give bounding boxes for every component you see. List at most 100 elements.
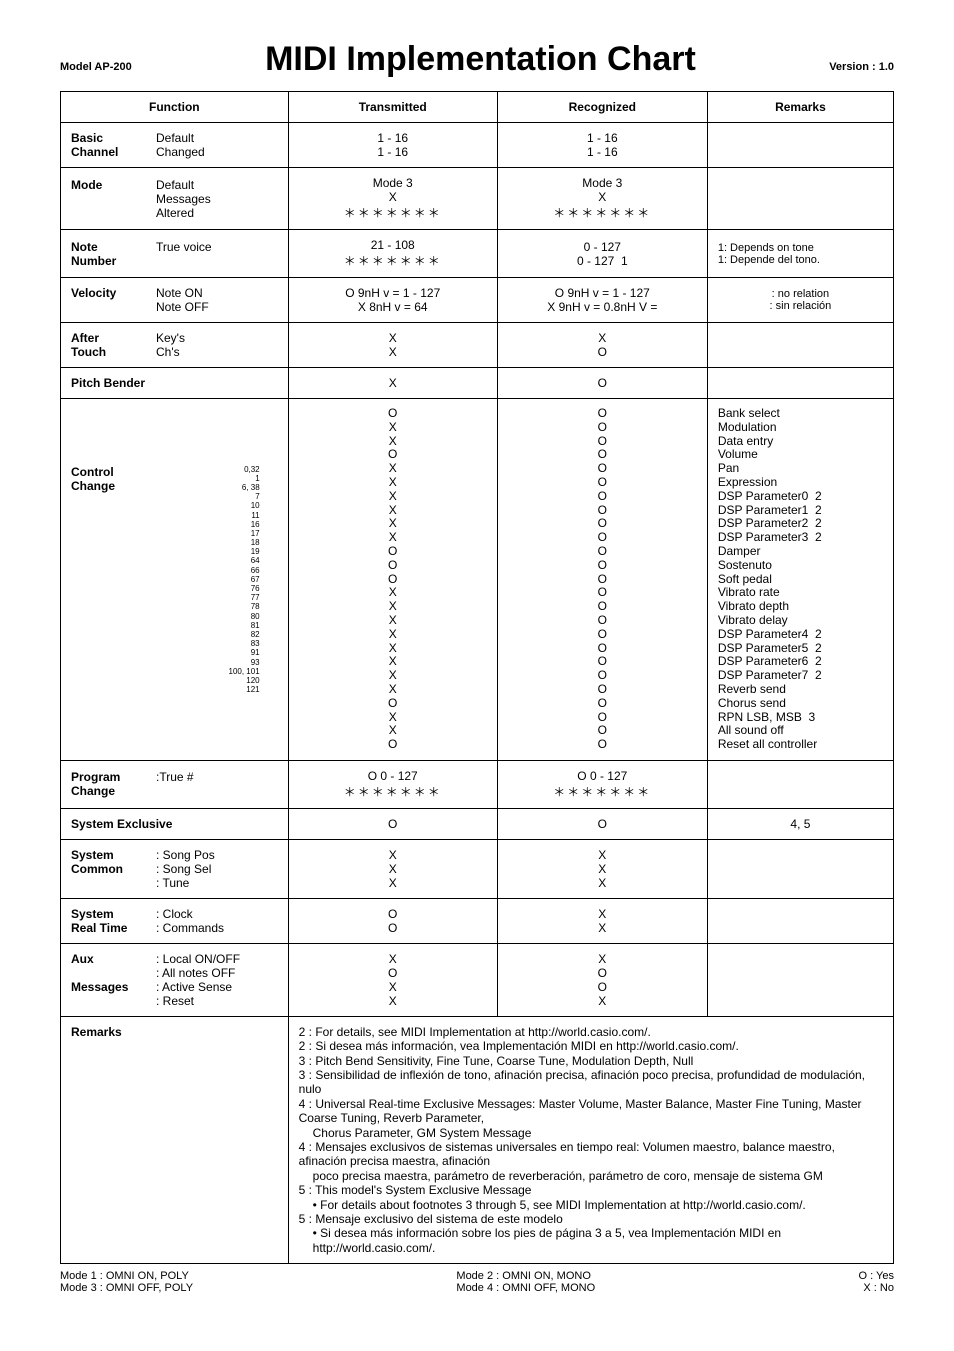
system-realtime-tx: O O (288, 898, 497, 943)
row-aux-messages: Aux Messages : Local ON/OFF : All notes … (61, 943, 894, 1016)
velocity-tx: O 9nH v = 1 - 127 X 8nH v = 64 (288, 278, 497, 323)
row-note-number: Note Number True voice 21 - 108 ＊＊＊＊＊＊＊ … (61, 230, 894, 278)
after-touch-label: After Touch (71, 331, 156, 359)
system-realtime-sub: : Clock : Commands (156, 907, 278, 935)
control-change-label: Control Change (71, 465, 156, 695)
row-mode: Mode Default Messages Altered Mode 3 X ＊… (61, 168, 894, 230)
mode1-label: Mode 1 : OMNI ON, POLY (60, 1270, 193, 1282)
legend-yes: O : Yes (859, 1270, 894, 1282)
midi-chart-table: Function Transmitted Recognized Remarks … (60, 91, 894, 1264)
footnote-line: 4 : Universal Real-time Exclusive Messag… (299, 1097, 883, 1126)
note-number-label: Note Number (71, 240, 156, 268)
sysex-remarks: 4, 5 (707, 808, 893, 839)
mode-rx-stars: ＊＊＊＊＊＊＊ (508, 204, 697, 221)
row-program-change: Program Change :True # O 0 - 127 ＊＊＊＊＊＊＊… (61, 760, 894, 808)
after-touch-remarks (707, 323, 893, 368)
note-number-tx: 21 - 108 (299, 238, 487, 252)
footnote-line: • Si desea más información sobre los pie… (299, 1226, 883, 1255)
footnote-line: 2 : Si desea más información, vea Implem… (299, 1039, 883, 1053)
sysex-label: System Exclusive (71, 817, 172, 831)
header-row: Function Transmitted Recognized Remarks (61, 92, 894, 123)
mode-remarks (707, 168, 893, 230)
velocity-label: Velocity (71, 286, 156, 314)
basic-channel-label: Basic Channel (71, 131, 156, 159)
system-realtime-rx: X X (497, 898, 707, 943)
aux-messages-remarks (707, 943, 893, 1016)
mode-sub: Default Messages Altered (156, 178, 278, 220)
row-basic-channel: Basic Channel Default Changed 1 - 16 1 -… (61, 123, 894, 168)
footnote-line: 5 : Mensaje exclusivo del sistema de est… (299, 1212, 883, 1226)
remarks-row-label: Remarks (71, 1025, 122, 1039)
program-change-rx-stars: ＊＊＊＊＊＊＊ (508, 783, 697, 800)
footnote-line: Chorus Parameter, GM System Message (299, 1126, 883, 1140)
row-control-change: Control Change 0,32 1 6, 38 7 10 11 16 1… (61, 399, 894, 761)
program-change-rx: O 0 - 127 (508, 769, 697, 783)
row-velocity: Velocity Note ON Note OFF O 9nH v = 1 - … (61, 278, 894, 323)
system-common-sub: : Song Pos : Song Sel : Tune (156, 848, 278, 890)
sysex-rx: O (497, 808, 707, 839)
program-change-tx-stars: ＊＊＊＊＊＊＊ (299, 783, 487, 800)
program-change-label: Program Change (71, 770, 156, 798)
after-touch-rx: X O (497, 323, 707, 368)
legend-no: X : No (859, 1282, 894, 1294)
mode4-label: Mode 4 : OMNI OFF, MONO (456, 1282, 595, 1294)
system-common-tx: X X X (288, 839, 497, 898)
col-function: Function (61, 92, 289, 123)
row-system-realtime: System Real Time : Clock : Commands O O … (61, 898, 894, 943)
program-change-sub: :True # (156, 770, 278, 798)
mode-rx: Mode 3 X (508, 176, 697, 204)
system-realtime-label: System Real Time (71, 907, 156, 935)
footnote-line: 4 : Mensajes exclusivos de sistemas univ… (299, 1140, 883, 1169)
after-touch-tx: X X (288, 323, 497, 368)
pitch-bender-rx: O (497, 368, 707, 399)
system-realtime-remarks (707, 898, 893, 943)
note-number-remarks: 1: Depends on tone 1: Depende del tono. (707, 230, 893, 278)
mode-tx-stars: ＊＊＊＊＊＊＊ (299, 204, 487, 221)
footnote-line: 3 : Pitch Bend Sensitivity, Fine Tune, C… (299, 1054, 883, 1068)
basic-channel-tx: 1 - 16 1 - 16 (288, 123, 497, 168)
header: Model AP-200 MIDI Implementation Chart V… (60, 40, 894, 79)
footnote-line: poco precisa maestra, parámetro de rever… (299, 1169, 883, 1183)
mode2-label: Mode 2 : OMNI ON, MONO (456, 1270, 595, 1282)
basic-channel-rx: 1 - 16 1 - 16 (497, 123, 707, 168)
aux-messages-sub: : Local ON/OFF : All notes OFF : Active … (156, 952, 278, 1008)
velocity-sub: Note ON Note OFF (156, 286, 278, 314)
control-change-tx: O X X O X X X X X X O O O X X X X X X X … (288, 399, 497, 761)
aux-messages-rx: X O O X (497, 943, 707, 1016)
control-change-rx: O O O O O O O O O O O O O O O O O O O O … (497, 399, 707, 761)
note-number-rx: 0 - 127 0 - 127 1 (497, 230, 707, 278)
aux-messages-label: Aux Messages (71, 952, 156, 1008)
basic-channel-sub: Default Changed (156, 131, 278, 159)
mode3-label: Mode 3 : OMNI OFF, POLY (60, 1282, 193, 1294)
mode-tx: Mode 3 X (299, 176, 487, 204)
footnote-line: 3 : Sensibilidad de inflexión de tono, a… (299, 1068, 883, 1097)
row-system-exclusive: System Exclusive O O 4, 5 (61, 808, 894, 839)
col-transmitted: Transmitted (288, 92, 497, 123)
pitch-bender-tx: X (288, 368, 497, 399)
system-common-remarks (707, 839, 893, 898)
footer-modes: Mode 1 : OMNI ON, POLY Mode 3 : OMNI OFF… (60, 1270, 894, 1294)
row-after-touch: After Touch Key's Ch's X X X O (61, 323, 894, 368)
model-label: Model AP-200 (60, 61, 132, 73)
footnote-line: 2 : For details, see MIDI Implementation… (299, 1025, 883, 1039)
after-touch-sub: Key's Ch's (156, 331, 278, 359)
velocity-remarks: : no relation : sin relación (707, 278, 893, 323)
footnote-line: 5 : This model's System Exclusive Messag… (299, 1183, 883, 1197)
row-pitch-bender: Pitch Bender X O (61, 368, 894, 399)
pitch-bender-remarks (707, 368, 893, 399)
col-remarks: Remarks (707, 92, 893, 123)
program-change-remarks (707, 760, 893, 808)
sysex-tx: O (288, 808, 497, 839)
row-remarks: Remarks 2 : For details, see MIDI Implem… (61, 1016, 894, 1263)
note-number-tx-stars: ＊＊＊＊＊＊＊ (299, 252, 487, 269)
footnote-line: • For details about footnotes 3 through … (299, 1198, 883, 1212)
system-common-label: System Common (71, 848, 156, 890)
remarks-row-body: 2 : For details, see MIDI Implementation… (288, 1016, 893, 1263)
version-label: Version : 1.0 (829, 61, 894, 73)
system-common-rx: X X X (497, 839, 707, 898)
mode-label: Mode (71, 178, 156, 220)
note-number-sub: True voice (156, 240, 278, 268)
control-change-remarks: Bank select Modulation Data entry Volume… (707, 399, 893, 761)
velocity-rx: O 9nH v = 1 - 127 X 9nH v = 0.8nH V = (497, 278, 707, 323)
control-change-numbers: 0,32 1 6, 38 7 10 11 16 17 18 19 64 66 6… (156, 465, 278, 695)
